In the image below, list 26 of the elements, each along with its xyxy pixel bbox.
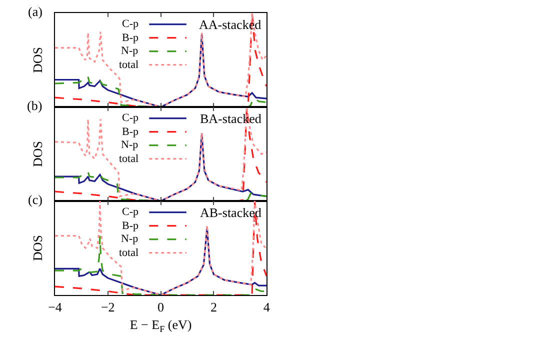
text: (b) bbox=[27, 98, 42, 113]
x-axis-title: E − E$_{F}$ (eV) bbox=[130, 317, 192, 334]
text: (a) bbox=[28, 4, 42, 19]
x-tick-label: 4 bbox=[263, 300, 270, 315]
legend-label: B-p bbox=[122, 32, 139, 44]
legend-label: C-p bbox=[122, 112, 139, 124]
legend-label: C-p bbox=[122, 18, 139, 30]
legend-label: total bbox=[119, 153, 139, 165]
legend-label: total bbox=[119, 247, 139, 259]
annotation: AB-stacked bbox=[200, 205, 262, 220]
legend-label: B-p bbox=[122, 220, 139, 232]
legend-label: N-p bbox=[121, 139, 139, 151]
legend-label: C-p bbox=[122, 206, 139, 218]
text: (c) bbox=[28, 192, 42, 207]
x-tick-label: −2 bbox=[100, 300, 115, 315]
legend-label: N-p bbox=[121, 233, 139, 245]
y-axis-title: DOS bbox=[30, 46, 45, 74]
x-tick-label: 0 bbox=[158, 300, 164, 315]
legend-label: total bbox=[119, 59, 139, 71]
legend-label: N-p bbox=[121, 45, 139, 57]
x-tick-label: −4 bbox=[48, 300, 62, 315]
y-axis-title: DOS bbox=[30, 140, 45, 168]
x-tick-label: 2 bbox=[210, 300, 217, 315]
annotation: AA-stacked bbox=[199, 17, 262, 32]
y-axis-title: DOS bbox=[30, 234, 45, 262]
legend-label: B-p bbox=[122, 126, 139, 138]
